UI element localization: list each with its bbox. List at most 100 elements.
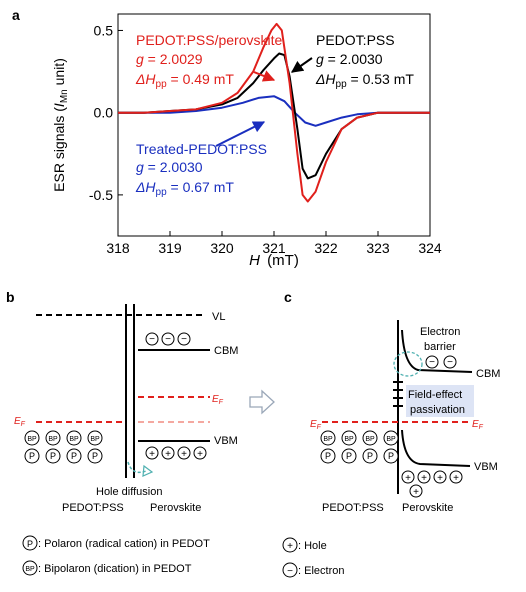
bipolaron-symbol: BP: [69, 436, 79, 443]
field-effect-label-1: Field-effect: [408, 389, 462, 401]
y-tick-label: 0.0: [94, 105, 114, 121]
x-tick-label: 321: [262, 240, 286, 256]
bipolaron-symbol: BP: [323, 436, 333, 443]
electron-legend-symbol: −: [287, 566, 293, 577]
electron-legend-text: : Electron: [298, 565, 344, 577]
bipolaron-icon: [66, 430, 82, 446]
x-tick-label: 322: [314, 240, 338, 256]
panel-label-c: c: [284, 289, 292, 305]
fermi-label-right: EF: [212, 394, 224, 406]
hole-symbol: +: [413, 487, 419, 498]
electron-icon: [425, 355, 439, 369]
vl-label: VL: [212, 311, 225, 323]
polarons-c: BP BP BP BP P P P P: [320, 430, 399, 464]
polaron-icon: [341, 448, 357, 464]
electron-symbol: −: [447, 357, 453, 368]
bipolaron-symbol: BP: [344, 436, 354, 443]
bipolaron-symbol: BP: [386, 436, 396, 443]
y-tick-label: 0.5: [94, 22, 114, 38]
fermi-label-left: EF: [14, 416, 26, 428]
annotation-red: PEDOT:PSS/perovskite g = 2.0029 ΔHpp = 0…: [135, 32, 282, 90]
bipolaron-symbol: BP: [90, 436, 100, 443]
y-axis-label: ESR signals (IMn unit): [51, 58, 70, 192]
holes-c: + + + + +: [401, 470, 463, 498]
polaron-icon: [45, 448, 61, 464]
legend: P : Polaron (radical cation) in PEDOT BP…: [22, 535, 344, 578]
bipolaron-symbol: BP: [48, 436, 58, 443]
hole-symbol: +: [453, 473, 459, 484]
fermi-label-c-left: EF: [310, 419, 322, 431]
bipolaron-symbol: BP: [365, 436, 375, 443]
polaron-symbol: P: [388, 451, 394, 461]
electron-icon: [282, 562, 298, 578]
electron-barrier-label-2: barrier: [424, 341, 456, 353]
hole-symbol: +: [149, 449, 155, 460]
esr-chart: 318 319 320 321 322 323 324 0.50.0-0.5 H (mT) …: [51, 13, 442, 269]
hole-legend-symbol: +: [287, 541, 293, 552]
electron-symbol: −: [149, 334, 155, 345]
electron-icon: [145, 332, 159, 346]
annotation-black-g: g = 2.0030: [316, 51, 383, 67]
x-axis-label: H (mT): [249, 252, 299, 269]
hole-symbol: +: [421, 473, 427, 484]
x-tick-label: 320: [210, 240, 234, 256]
series-line-pedot-pss-perovskite: [118, 22, 430, 203]
annotation-black-name: PEDOT:PSS: [316, 32, 395, 48]
transition-arrow: [249, 389, 275, 415]
hole-legend-text: : Hole: [298, 540, 327, 552]
hole-icon: [282, 537, 298, 553]
fermi-label-c-right: EF: [472, 419, 484, 431]
annotation-blue-dh: ΔHpp = 0.67 mT: [135, 179, 234, 198]
electron-icon: [177, 332, 191, 346]
field-effect-label-2: passivation: [410, 404, 465, 416]
series-line-treated-pedot-pss: [118, 95, 430, 127]
electron-symbol: −: [429, 357, 435, 368]
hole-diffusion-label: Hole diffusion: [96, 486, 162, 498]
polaron-symbol: P: [346, 451, 352, 461]
polaron-icon: [66, 448, 82, 464]
perovskite-label-b: Perovskite: [150, 502, 201, 514]
polaron-symbol: P: [325, 451, 331, 461]
x-tick-label: 324: [418, 240, 442, 256]
annotation-red-dh: ΔHpp = 0.49 mT: [135, 71, 234, 90]
y-tick-label: -0.5: [89, 187, 113, 203]
panel-label-b: b: [6, 289, 15, 305]
annotation-black: PEDOT:PSS g = 2.0030 ΔHpp = 0.53 mT: [315, 32, 414, 90]
esr-curves: [118, 22, 430, 203]
hole-icon: [433, 470, 447, 484]
hole-diffusion-arrowhead: [142, 464, 154, 477]
x-tick-label: 318: [106, 240, 130, 256]
panel-label-a: a: [12, 7, 20, 23]
bipolaron-icon: [341, 430, 357, 446]
polaron-symbol: P: [92, 451, 98, 461]
electron-icon: [443, 355, 457, 369]
hole-symbol: +: [165, 449, 171, 460]
bipolaron-icon: [45, 430, 61, 446]
annotation-black-dh: ΔHpp = 0.53 mT: [315, 71, 414, 90]
bipolaron-icon: [24, 430, 40, 446]
polarons-b: BP BP BP BP P P P P: [24, 430, 103, 464]
annotation-red-arrow: [253, 70, 276, 82]
bipolaron-icon: [22, 560, 38, 576]
annotation-blue-arrow: [215, 121, 266, 147]
electrons-b: − − −: [145, 332, 191, 346]
electron-symbol: −: [165, 334, 171, 345]
vbm-label-c: VBM: [474, 461, 498, 473]
bipolaron-symbol: BP: [27, 436, 37, 443]
interface-charges: [393, 381, 403, 407]
annotation-blue-g: g = 2.0030: [136, 159, 203, 175]
annotation-blue-name: Treated-PEDOT:PSS: [136, 141, 267, 157]
polaron-symbol: P: [27, 539, 33, 549]
band-diagram-c: CBM Electron barrier − − Field-effect pa…: [310, 320, 500, 514]
annotation-blue: Treated-PEDOT:PSS g = 2.0030 ΔHpp = 0.67…: [135, 141, 267, 198]
electron-icon: [161, 332, 175, 346]
polaron-icon: [383, 448, 399, 464]
polaron-symbol: P: [50, 451, 56, 461]
hole-icon: [449, 470, 463, 484]
x-axis-ticks: 318 319 320 321 322 323 324: [106, 231, 442, 256]
polaron-icon: [320, 448, 336, 464]
polaron-icon: [24, 448, 40, 464]
polaron-icon: [362, 448, 378, 464]
polaron-symbol: P: [71, 451, 77, 461]
